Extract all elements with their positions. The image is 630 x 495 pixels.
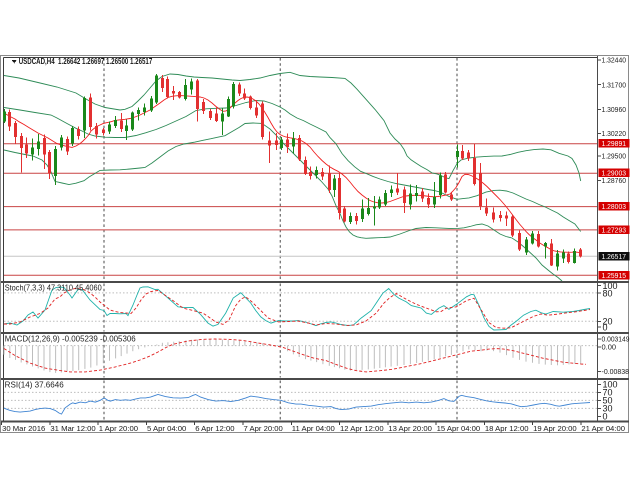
svg-text:12 Apr 12:00: 12 Apr 12:00 [340,424,384,433]
svg-text:30 Mar 2016: 30 Mar 2016 [2,424,45,433]
svg-text:1.30220: 1.30220 [602,129,627,138]
svg-text:1.29003: 1.29003 [602,169,627,178]
svg-text:1.29891: 1.29891 [602,139,627,148]
svg-text:1.32440: 1.32440 [602,56,627,65]
svg-text:1.27293: 1.27293 [602,225,627,234]
svg-text:80: 80 [603,288,613,298]
svg-text:13 Apr 20:00: 13 Apr 20:00 [388,424,432,433]
svg-text:19 Apr 20:00: 19 Apr 20:00 [533,424,577,433]
svg-text:1.29500: 1.29500 [602,152,627,161]
svg-text:MACD(12,26,9) -0.005239 -0.005: MACD(12,26,9) -0.005239 -0.005306 [5,335,137,344]
svg-text:7 Apr 20:00: 7 Apr 20:00 [244,424,283,433]
svg-text:1.31700: 1.31700 [602,80,627,89]
svg-text:USDCAD,H4 1.26642 1.26697 1.2: USDCAD,H4 1.26642 1.26697 1.26500 1.2651… [19,57,153,66]
svg-text:30: 30 [603,404,613,414]
svg-text:31 Mar 12:00: 31 Mar 12:00 [50,424,95,433]
svg-text:Stoch(7,3,3) 47.3110 45.4060: Stoch(7,3,3) 47.3110 45.4060 [5,284,103,293]
svg-text:100: 100 [603,281,618,291]
svg-text:5 Apr 04:00: 5 Apr 04:00 [147,424,186,433]
svg-text:RSI(14) 37.6646: RSI(14) 37.6646 [5,381,65,390]
svg-text:0.00: 0.00 [602,343,617,352]
svg-text:70: 70 [603,388,613,398]
svg-text:15 Apr 04:00: 15 Apr 04:00 [437,424,481,433]
svg-text:21 Apr 04:00: 21 Apr 04:00 [581,424,625,433]
svg-text:1.25915: 1.25915 [602,271,627,280]
svg-text:0.003149: 0.003149 [602,334,630,343]
svg-text:50: 50 [603,396,613,406]
svg-text:18 Apr 12:00: 18 Apr 12:00 [485,424,529,433]
svg-text:0: 0 [603,412,608,422]
svg-text:1.28003: 1.28003 [602,202,627,211]
svg-text:11 Apr 04:00: 11 Apr 04:00 [292,424,335,433]
svg-text:1.26517: 1.26517 [602,252,627,261]
svg-text:100: 100 [603,380,618,390]
svg-text:-0.00838: -0.00838 [602,367,630,376]
svg-text:6 Apr 12:00: 6 Apr 12:00 [195,424,234,433]
svg-text:1 Apr 20:00: 1 Apr 20:00 [99,424,138,433]
svg-text:20: 20 [603,317,613,327]
svg-text:1.30960: 1.30960 [602,105,627,114]
svg-text:0: 0 [603,322,608,332]
svg-text:1.28760: 1.28760 [602,176,627,185]
